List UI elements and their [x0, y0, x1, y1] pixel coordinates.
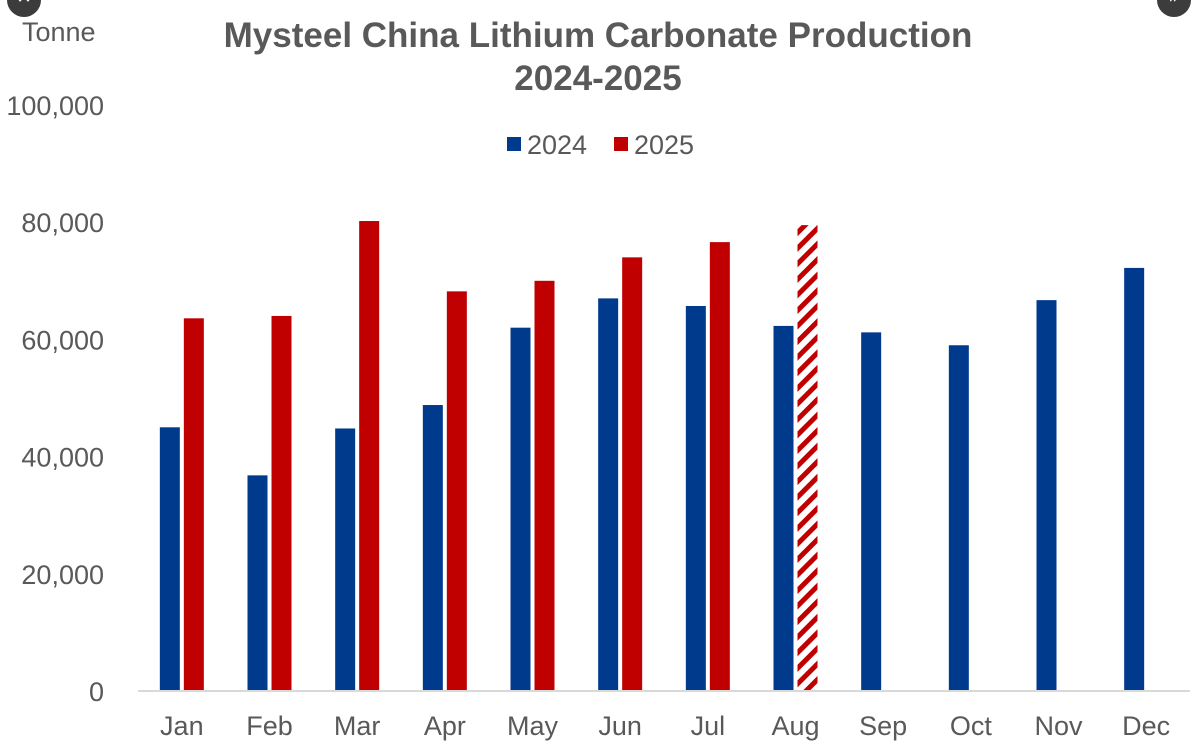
x-tick-label: Apr	[424, 711, 466, 741]
x-tick-label: Jul	[691, 711, 726, 741]
x-tick-label: Oct	[950, 711, 993, 741]
legend-label-2025: 2025	[634, 130, 694, 160]
bar-2025-jul	[709, 242, 730, 691]
y-tick-label: 100,000	[6, 91, 104, 121]
bar-2024-sep	[861, 332, 882, 691]
x-tick-label: Sep	[859, 711, 907, 741]
legend-swatch-2024	[507, 137, 521, 151]
bar-2024-jul	[685, 305, 706, 691]
bar-2024-aug	[773, 325, 794, 691]
chart-subtitle: 2024-2025	[514, 59, 681, 98]
bar-2024-nov	[1036, 300, 1057, 691]
bar-2024-apr	[422, 405, 443, 691]
y-tick-label: 60,000	[21, 325, 104, 355]
bar-2024-feb	[247, 475, 268, 691]
y-tick-label: 40,000	[21, 443, 104, 473]
bar-2024-jan	[159, 427, 180, 691]
bars	[159, 221, 1145, 691]
y-tick-label: 20,000	[21, 560, 104, 590]
x-tick-label: Feb	[246, 711, 293, 741]
bar-2025-jun	[622, 257, 643, 691]
bar-2024-mar	[335, 428, 356, 691]
bar-2025-aug	[797, 225, 818, 691]
bar-2024-may	[510, 327, 531, 691]
y-tick-label: 80,000	[21, 208, 104, 238]
y-tick-label: 0	[89, 677, 104, 707]
bar-2025-feb	[271, 315, 292, 691]
bar-2025-jan	[183, 318, 204, 691]
bar-2024-jun	[598, 298, 619, 691]
x-tick-label: Mar	[334, 711, 381, 741]
bar-2024-oct	[948, 345, 969, 691]
legend-swatch-2025	[614, 137, 628, 151]
x-tick-label: May	[507, 711, 559, 741]
x-tick-label: Jun	[598, 711, 642, 741]
y-axis-ticks: 0 20,000 40,000 60,000 80,000 100,000	[6, 91, 104, 707]
x-tick-label: Nov	[1034, 711, 1083, 741]
legend: 2024 2025	[507, 130, 694, 160]
bar-2025-may	[534, 280, 555, 691]
legend-label-2024: 2024	[527, 130, 587, 160]
y-axis-label: Tonne	[22, 17, 96, 47]
chart-title: Mysteel China Lithium Carbonate Producti…	[224, 16, 973, 55]
bar-2024-dec	[1124, 267, 1145, 691]
x-tick-label: Dec	[1122, 711, 1170, 741]
x-tick-label: Aug	[771, 711, 819, 741]
expand-button[interactable]: »	[1157, 0, 1191, 17]
bar-2025-apr	[446, 291, 467, 691]
x-tick-label: Jan	[160, 711, 204, 741]
x-axis-ticks: Jan Feb Mar Apr May Jun Jul Aug Sep Oct Nov Dec	[160, 711, 1170, 741]
close-button[interactable]: ✕	[7, 0, 41, 17]
bar-2025-mar	[359, 221, 380, 691]
